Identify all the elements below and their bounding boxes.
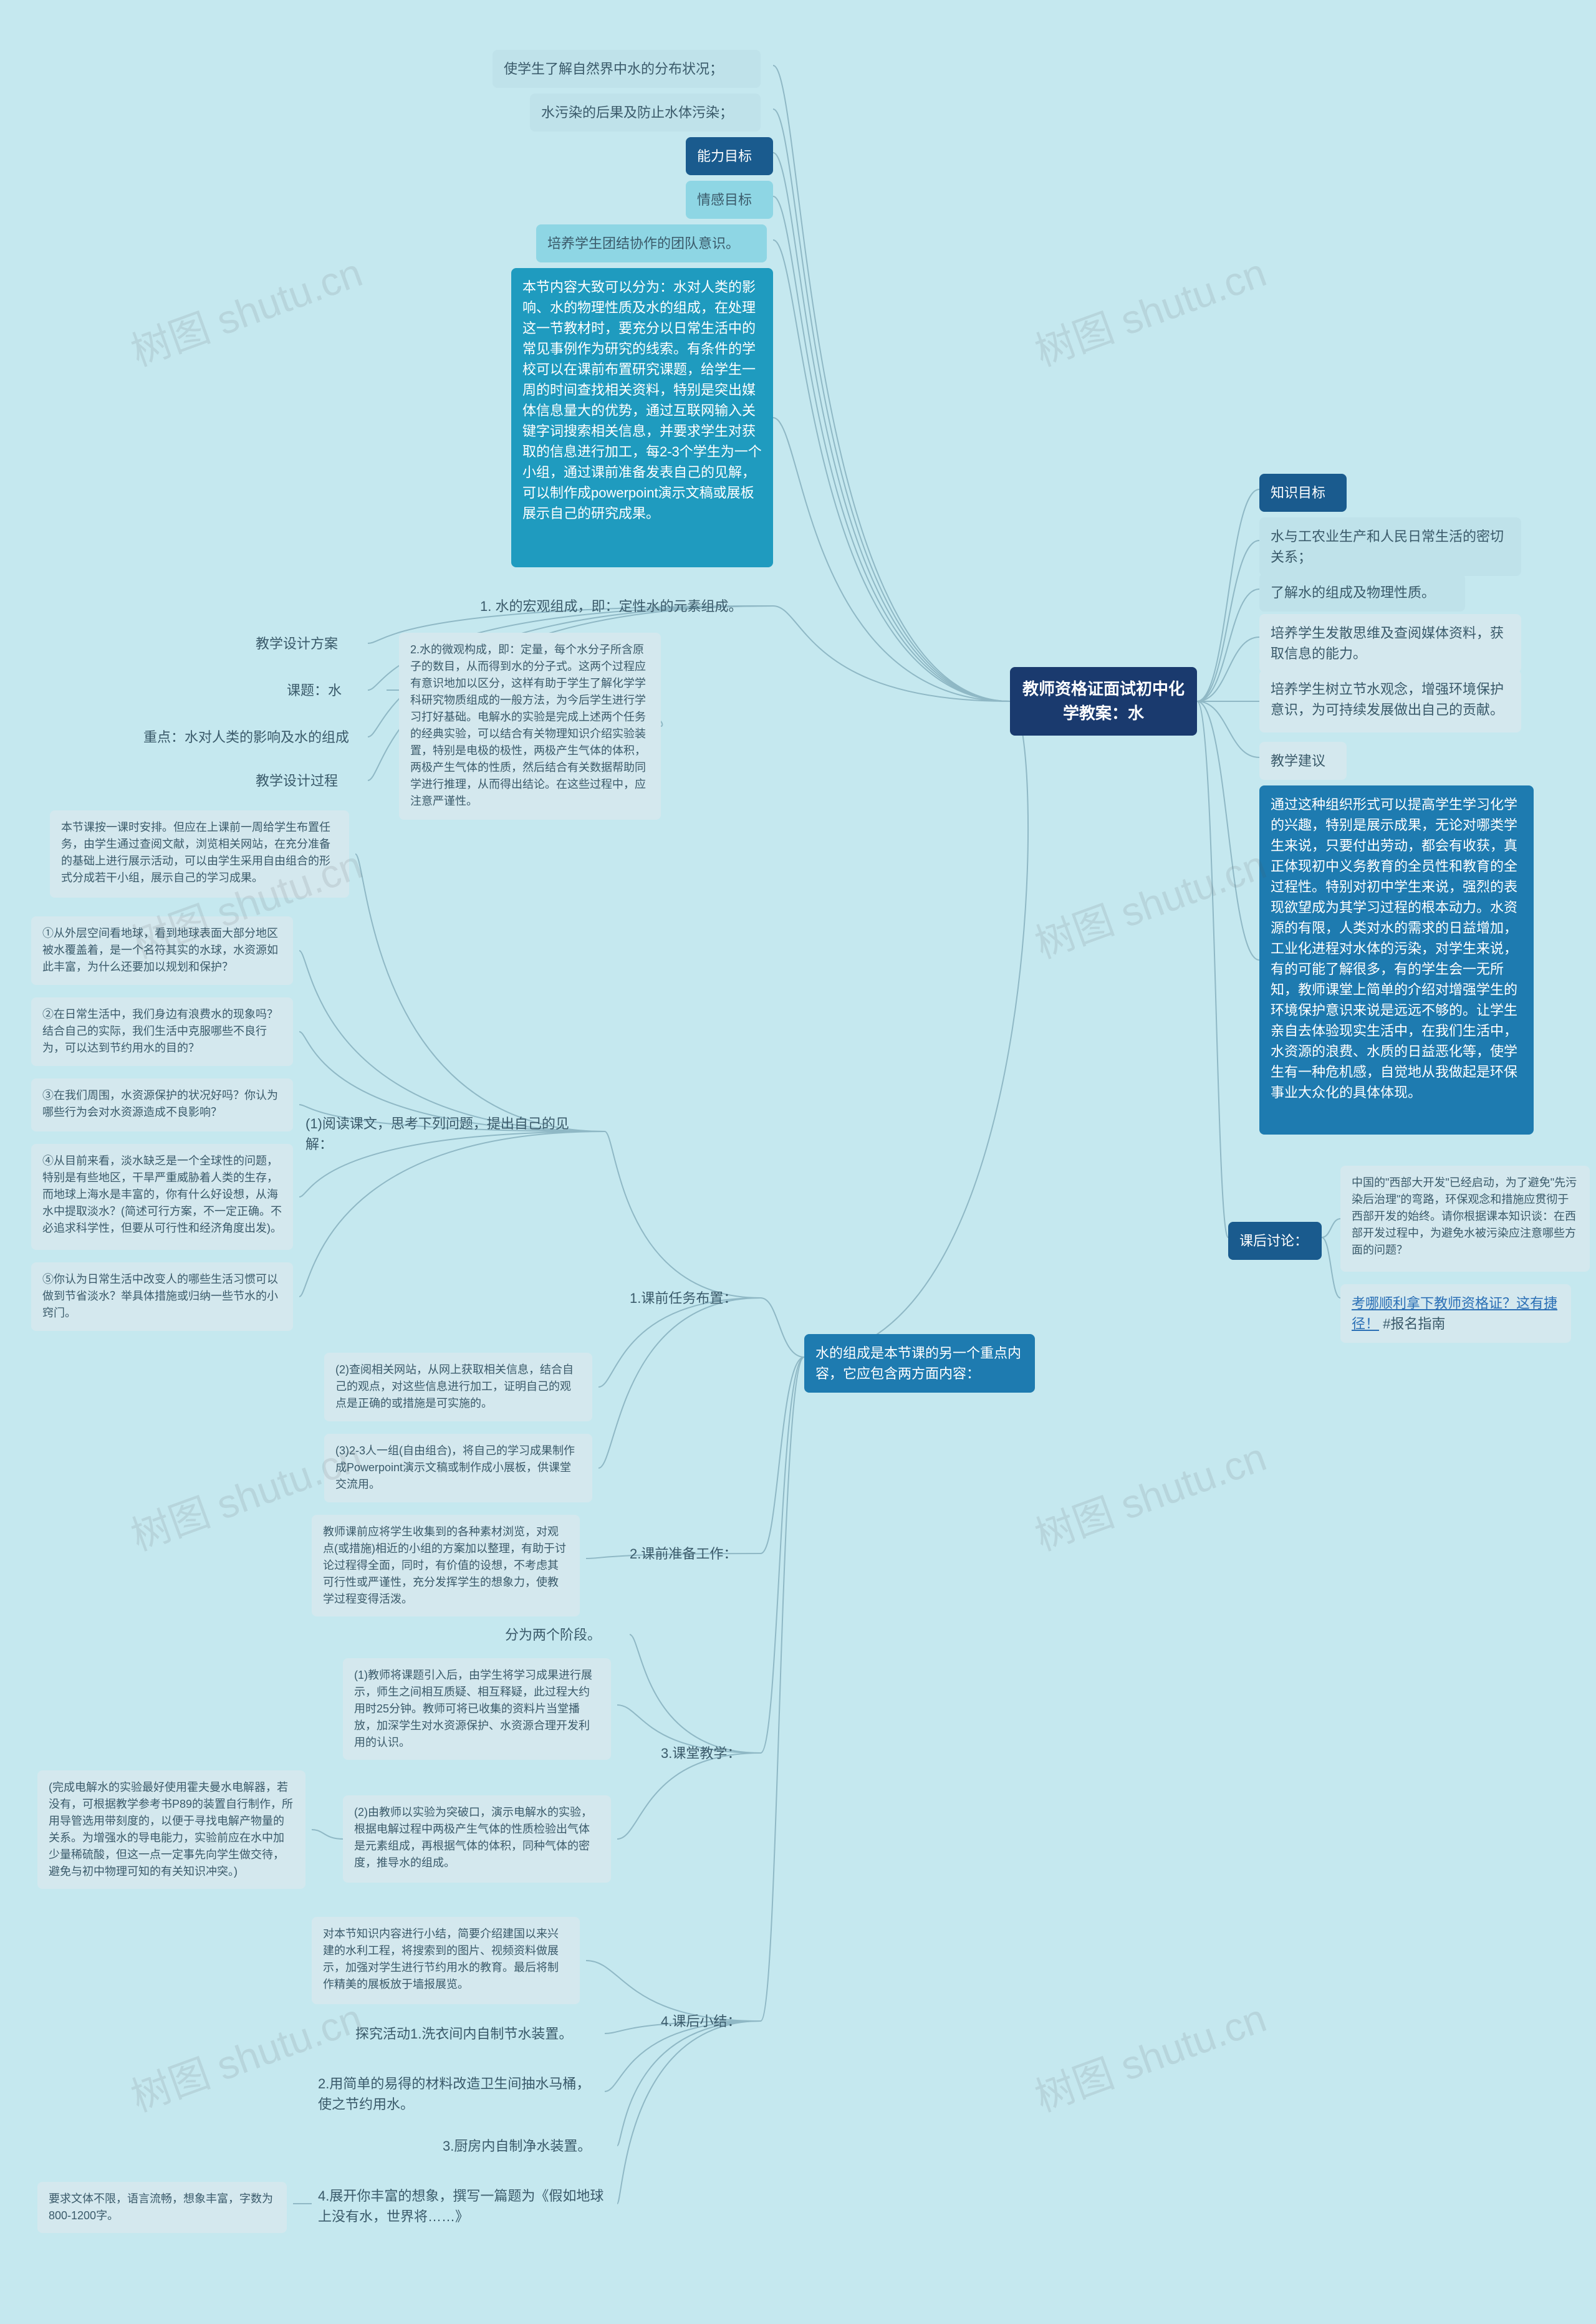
- watermark: 树图 shutu.cn: [122, 1425, 369, 1562]
- watermark: 树图 shutu.cn: [1026, 1986, 1273, 2123]
- watermark: 树图 shutu.cn: [122, 1986, 369, 2123]
- watermark: 树图 shutu.cn: [1026, 833, 1273, 969]
- watermark: 树图 shutu.cn: [122, 833, 369, 969]
- watermark: 树图 shutu.cn: [1026, 1425, 1273, 1562]
- watermark: 树图 shutu.cn: [1026, 241, 1273, 377]
- watermark: 树图 shutu.cn: [122, 241, 369, 377]
